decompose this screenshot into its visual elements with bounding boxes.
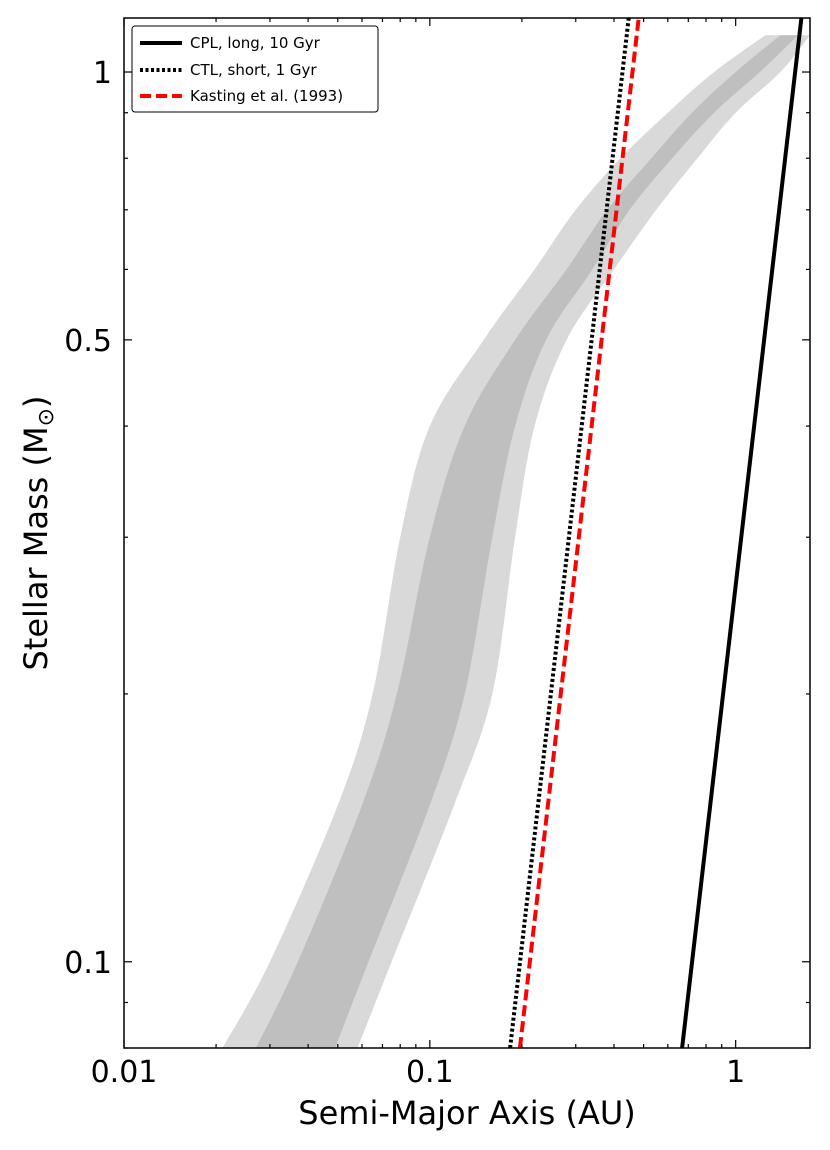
legend-label-cpl: CPL, long, 10 Gyr [190, 34, 321, 52]
legend-label-kasting: Kasting et al. (1993) [190, 87, 343, 105]
y-tick-label: 1 [93, 56, 112, 91]
legend-label-ctl: CTL, short, 1 Gyr [190, 61, 317, 79]
series-lines [508, 18, 804, 1048]
band-outer [222, 35, 810, 1048]
axis-tick-labels: 0.01 0.1 1 0.1 0.5 1 [64, 56, 745, 1090]
band-inner [255, 35, 799, 1048]
solar-symbol: ⊙ [34, 408, 59, 426]
plot-frame [123, 17, 811, 1049]
series-line-2 [517, 18, 641, 1048]
legend-box [131, 25, 379, 113]
x-tick-label: 0.1 [406, 1055, 454, 1090]
y-tick-label: 0.1 [64, 946, 112, 981]
y-axis-label: Stellar Mass (M⊙) [17, 395, 59, 670]
series-line-1 [508, 18, 631, 1048]
x-axis-label: Semi-Major Axis (AU) [298, 1094, 635, 1132]
habitable-zone-bands [222, 35, 810, 1048]
x-tick-label: 0.01 [91, 1055, 158, 1090]
legend: CPL, long, 10 Gyr CTL, short, 1 Gyr Kast… [131, 25, 379, 113]
axis-ticks [123, 18, 810, 1049]
y-tick-label: 0.5 [64, 324, 112, 359]
series-line-0 [680, 18, 804, 1048]
x-tick-label: 1 [726, 1055, 745, 1090]
